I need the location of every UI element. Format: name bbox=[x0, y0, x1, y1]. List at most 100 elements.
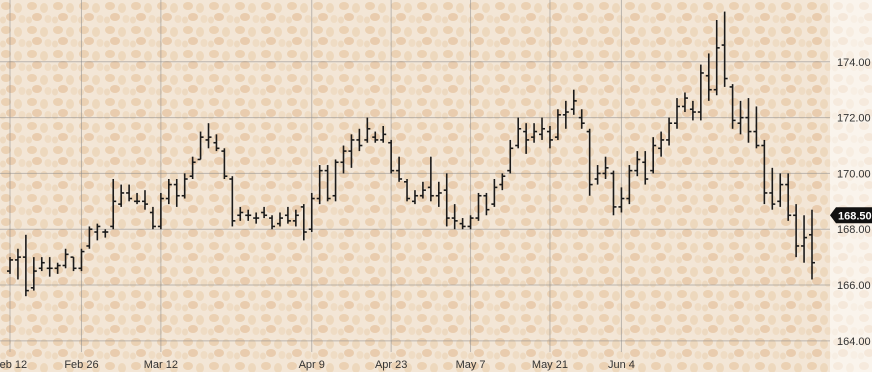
y-tick-label: 164.00 bbox=[837, 336, 871, 348]
ohlc-bar bbox=[205, 123, 212, 149]
ohlc-bar bbox=[475, 192, 482, 221]
ohlc-bar bbox=[562, 100, 569, 129]
last-price-badge-shape bbox=[830, 207, 872, 224]
y-tick-label: 166.00 bbox=[837, 280, 871, 292]
ohlc-bar bbox=[729, 84, 736, 129]
ohlc-bar bbox=[316, 165, 323, 205]
ohlc-bars bbox=[7, 11, 815, 297]
ohlc-bar bbox=[443, 173, 450, 227]
ohlc-bar bbox=[340, 145, 347, 174]
ohlc-bar bbox=[308, 192, 315, 233]
ohlc-bar bbox=[165, 179, 172, 205]
axis-margin-background bbox=[830, 0, 872, 372]
ohlc-bar bbox=[499, 173, 506, 191]
ohlc-bar bbox=[14, 248, 21, 280]
ohlc-bar bbox=[356, 128, 363, 152]
ohlc-bar bbox=[467, 215, 474, 230]
ohlc-bar bbox=[713, 19, 720, 96]
x-axis-ticks: Feb 12 Feb 26 Mar 12 Apr 9 Apr 23 May 7 May 21… bbox=[0, 359, 635, 371]
ohlc-bar bbox=[427, 156, 434, 202]
ohlc-bar bbox=[364, 117, 371, 143]
ohlc-bar bbox=[523, 123, 530, 154]
ohlc-bar bbox=[777, 173, 784, 207]
ohlc-bar bbox=[94, 223, 101, 241]
x-tick-label: Jun 4 bbox=[608, 359, 635, 371]
ohlc-bar bbox=[745, 98, 752, 143]
ohlc-bar bbox=[554, 109, 561, 140]
ohlc-bar bbox=[586, 128, 593, 196]
last-price-badge: 168.50 bbox=[830, 207, 872, 224]
ohlc-bar bbox=[793, 204, 800, 258]
ohlc-bar bbox=[634, 151, 641, 177]
x-tick-label: Feb 26 bbox=[64, 359, 98, 371]
ohlc-bar bbox=[658, 131, 665, 157]
y-tick-label: 174.00 bbox=[837, 57, 871, 69]
ohlc-bar bbox=[594, 165, 601, 185]
ohlc-bar bbox=[261, 206, 268, 219]
ohlc-bar bbox=[332, 159, 339, 202]
ohlc-bar bbox=[30, 257, 37, 291]
ohlc-bar bbox=[531, 123, 538, 143]
ohlc-bar bbox=[705, 53, 712, 101]
ohlc-bar bbox=[419, 181, 426, 199]
ohlc-bar bbox=[666, 117, 673, 146]
ohlc-bar bbox=[292, 209, 299, 227]
ohlc-bar bbox=[213, 134, 220, 152]
ohlc-bar bbox=[70, 256, 77, 272]
x-tick-label: Apr 9 bbox=[299, 359, 325, 371]
ohlc-bar bbox=[602, 156, 609, 179]
ohlc-bar bbox=[546, 125, 553, 149]
ohlc-bar bbox=[761, 139, 768, 205]
ohlc-bar bbox=[86, 226, 93, 249]
x-tick-label: Feb 12 bbox=[0, 359, 27, 371]
ohlc-bar bbox=[22, 234, 29, 297]
ohlc-bar bbox=[141, 190, 148, 210]
ohlc-bar bbox=[459, 218, 466, 230]
ohlc-bar bbox=[411, 190, 418, 205]
ohlc-bar bbox=[801, 215, 808, 263]
ohlc-bar bbox=[380, 125, 387, 143]
ohlc-bar bbox=[189, 156, 196, 179]
ohlc-bar bbox=[269, 215, 276, 230]
ohlc-bar bbox=[396, 156, 403, 182]
ohlc-bar bbox=[253, 212, 260, 224]
ohlc-bar bbox=[134, 192, 141, 205]
x-tick-label: May 21 bbox=[532, 359, 568, 371]
ohlc-bar bbox=[348, 134, 355, 168]
ohlc-bar bbox=[681, 92, 688, 113]
last-price-label: 168.50 bbox=[838, 210, 872, 222]
ohlc-bar bbox=[570, 89, 577, 115]
y-tick-label: 168.00 bbox=[837, 224, 871, 236]
ohlc-bar bbox=[284, 206, 291, 224]
ohlc-bar bbox=[110, 179, 117, 230]
ohlc-bar bbox=[451, 204, 458, 230]
ohlc-bar bbox=[674, 98, 681, 129]
ohlc-bar bbox=[245, 209, 252, 221]
ohlc-bar bbox=[697, 64, 704, 121]
ohlc-bar bbox=[515, 117, 522, 149]
ohlc-bar bbox=[689, 100, 696, 121]
ohlc-bar bbox=[149, 206, 156, 230]
ohlc-bar bbox=[626, 165, 633, 205]
ohlc-bar bbox=[372, 131, 379, 143]
ohlc-bar bbox=[809, 209, 815, 280]
gridlines bbox=[0, 0, 830, 352]
y-axis-ticks: 164.00 166.00 168.00 170.00 172.00 174.00 bbox=[837, 57, 871, 348]
ohlc-bar bbox=[78, 248, 85, 272]
ohlc-bar bbox=[38, 257, 45, 272]
ohlc-bar bbox=[54, 262, 61, 274]
ohlc-bar bbox=[618, 187, 625, 213]
ohlc-bar bbox=[62, 248, 69, 269]
ohlc-bar bbox=[126, 184, 133, 202]
ohlc-bar bbox=[181, 173, 188, 199]
ohlc-bar bbox=[721, 11, 728, 87]
ohlc-bar bbox=[404, 179, 411, 202]
ohlc-bar bbox=[276, 212, 283, 227]
x-tick-label: Mar 12 bbox=[144, 359, 178, 371]
ohlc-bar bbox=[229, 176, 236, 227]
ohlc-bar bbox=[483, 192, 490, 216]
ohlc-bar bbox=[118, 184, 125, 207]
